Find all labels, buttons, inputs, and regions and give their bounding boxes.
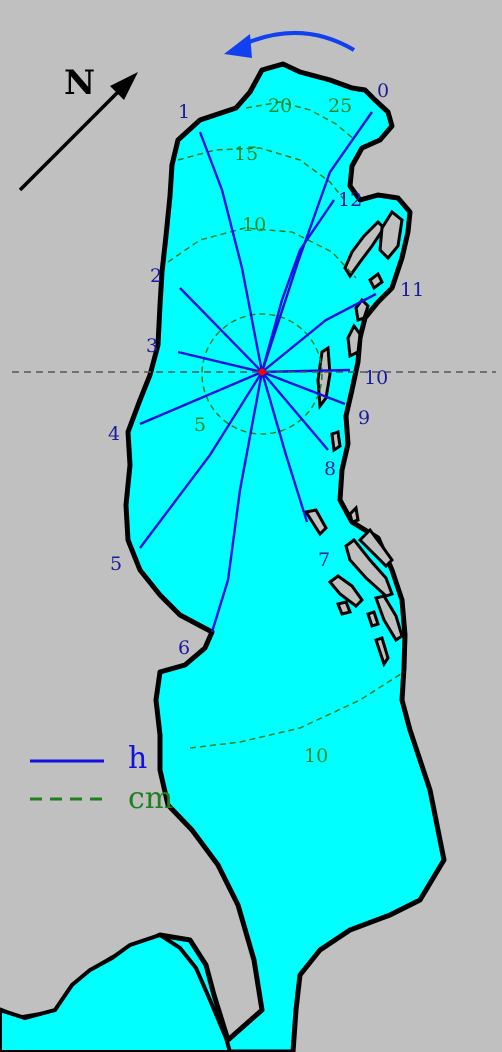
corange-line — [177, 147, 347, 203]
range-label: 5 — [194, 414, 206, 436]
cotidal-line — [261, 371, 329, 451]
island — [357, 527, 394, 569]
corange-circle — [201, 313, 323, 435]
hour-label: 5 — [110, 553, 122, 575]
north-label: N — [64, 63, 95, 103]
north-arrow-icon — [18, 72, 138, 192]
island — [368, 271, 384, 291]
range-label: 10 — [304, 745, 328, 767]
island — [335, 600, 353, 616]
corange-lines — [167, 101, 405, 749]
island — [374, 636, 390, 668]
rotation-arrow-icon — [224, 31, 356, 58]
cotidal-line — [179, 287, 263, 373]
legend: h cm — [30, 741, 173, 816]
hour-label: 10 — [364, 367, 388, 389]
hour-label: 11 — [400, 279, 424, 301]
hour-label: 1 — [178, 101, 190, 123]
range-label: 25 — [328, 95, 352, 117]
hour-label: 3 — [146, 335, 158, 357]
hour-label: 8 — [324, 458, 336, 480]
hour-label: 4 — [108, 423, 120, 445]
islands — [303, 209, 404, 668]
cotidal-line — [139, 370, 263, 426]
hour-label: 2 — [150, 265, 162, 287]
corange-line — [245, 101, 356, 141]
range-label: 15 — [234, 143, 258, 165]
hour-label: 7 — [318, 549, 330, 571]
hour-labels: 0 1 2 3 4 5 6 7 8 9 10 11 12 — [108, 80, 424, 659]
hour-label: 9 — [358, 407, 370, 429]
island — [378, 209, 404, 261]
cotidal-line — [177, 350, 263, 374]
cotidal-line — [139, 371, 264, 549]
corange-line — [167, 227, 357, 279]
range-labels: 20 25 15 12 10 5 10 — [194, 95, 352, 767]
island — [327, 574, 364, 608]
island — [374, 594, 404, 643]
cotidal-line — [260, 199, 335, 373]
range-label: 10 — [242, 214, 266, 236]
cotidal-line — [198, 131, 264, 373]
sea-water — [0, 61, 447, 1052]
island — [330, 430, 342, 453]
island — [348, 504, 360, 524]
island — [346, 323, 362, 359]
bay-water — [0, 932, 233, 1052]
legend-dashed-label: cm — [128, 781, 173, 816]
hour-label: 6 — [178, 637, 190, 659]
hour-label: 0 — [377, 80, 389, 102]
corange-line — [189, 671, 405, 749]
amphidromic-point — [258, 368, 266, 376]
cotidal-line — [261, 370, 346, 406]
range-label: 20 — [268, 95, 292, 117]
cotidal-line — [260, 111, 373, 373]
island — [366, 610, 380, 628]
cotidal-line — [260, 371, 309, 523]
hour-label: 12 — [338, 189, 362, 211]
cotidal-line — [210, 371, 264, 633]
cotidal-lines — [139, 111, 377, 633]
island — [344, 537, 394, 598]
cotidal-line — [261, 292, 377, 373]
legend-solid-label: h — [128, 741, 147, 776]
island — [303, 508, 328, 537]
